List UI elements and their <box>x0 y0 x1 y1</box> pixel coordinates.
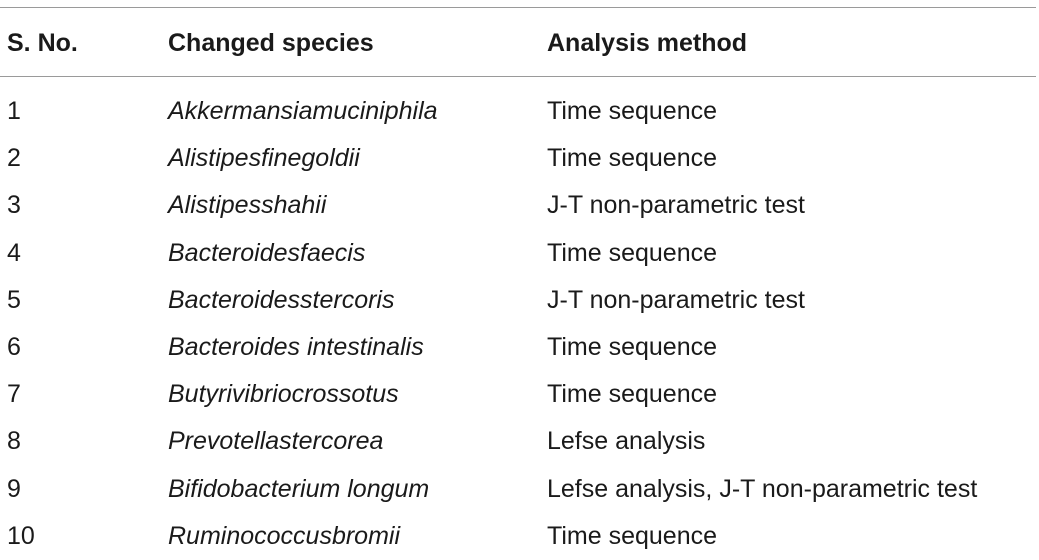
row-method: Time sequence <box>547 144 717 173</box>
row-species: Butyrivibriocrossotus <box>168 380 399 409</box>
row-method: Time sequence <box>547 380 717 409</box>
row-method: Time sequence <box>547 238 717 267</box>
table-row: 1 Akkermansiamuciniphila Time sequence <box>0 88 1039 135</box>
row-species: Bacteroides intestinalis <box>168 332 424 361</box>
row-method: J-T non-parametric test <box>547 285 805 314</box>
table-row: 7 Butyrivibriocrossotus Time sequence <box>0 371 1039 418</box>
row-number: 8 <box>7 427 21 456</box>
row-number: 2 <box>7 144 21 173</box>
row-number: 6 <box>7 332 21 361</box>
row-species: Alistipesshahii <box>168 191 327 220</box>
row-species: Bacteroidesstercoris <box>168 285 395 314</box>
table-row: 6 Bacteroides intestinalis Time sequence <box>0 324 1039 371</box>
row-number: 4 <box>7 238 21 267</box>
row-number: 1 <box>7 97 21 125</box>
row-method: Time sequence <box>547 97 717 125</box>
row-method: Lefse analysis, J-T non-parametric test <box>547 474 978 503</box>
row-number: 5 <box>7 285 21 314</box>
table-row: 10 Ruminococcusbromii Time sequence <box>0 513 1039 560</box>
table-row: 5 Bacteroidesstercoris J-T non-parametri… <box>0 277 1039 324</box>
row-method: J-T non-parametric test <box>547 191 805 220</box>
table-row: 4 Bacteroidesfaecis Time sequence <box>0 230 1039 277</box>
row-species: Bifidobacterium longum <box>168 474 430 503</box>
row-number: 10 <box>7 521 35 550</box>
row-number: 9 <box>7 474 21 503</box>
row-species: Prevotellastercorea <box>168 427 384 456</box>
header-analysis-method: Analysis method <box>547 29 748 57</box>
table-row: 8 Prevotellastercorea Lefse analysis <box>0 418 1039 465</box>
row-species: Bacteroidesfaecis <box>168 238 366 267</box>
table-header-row: S. No. Changed species Analysis method <box>0 23 1039 63</box>
header-sno: S. No. <box>7 29 78 57</box>
table-row: 9 Bifidobacterium longum Lefse analysis,… <box>0 466 1039 513</box>
row-method: Time sequence <box>547 332 717 361</box>
row-species: Alistipesfinegoldii <box>168 144 360 173</box>
table-row: 3 Alistipesshahii J-T non-parametric tes… <box>0 182 1039 229</box>
table-row: 2 Alistipesfinegoldii Time sequence <box>0 135 1039 182</box>
row-species: Akkermansiamuciniphila <box>168 97 438 125</box>
header-changed-species: Changed species <box>168 29 374 57</box>
row-number: 7 <box>7 380 21 409</box>
row-method: Time sequence <box>547 521 717 550</box>
row-method: Lefse analysis <box>547 427 706 456</box>
table-top-rule <box>0 7 1036 8</box>
table-body: 1 Akkermansiamuciniphila Time sequence 2… <box>0 88 1039 560</box>
row-number: 3 <box>7 191 21 220</box>
table-header-rule <box>0 76 1036 77</box>
row-species: Ruminococcusbromii <box>168 521 401 550</box>
